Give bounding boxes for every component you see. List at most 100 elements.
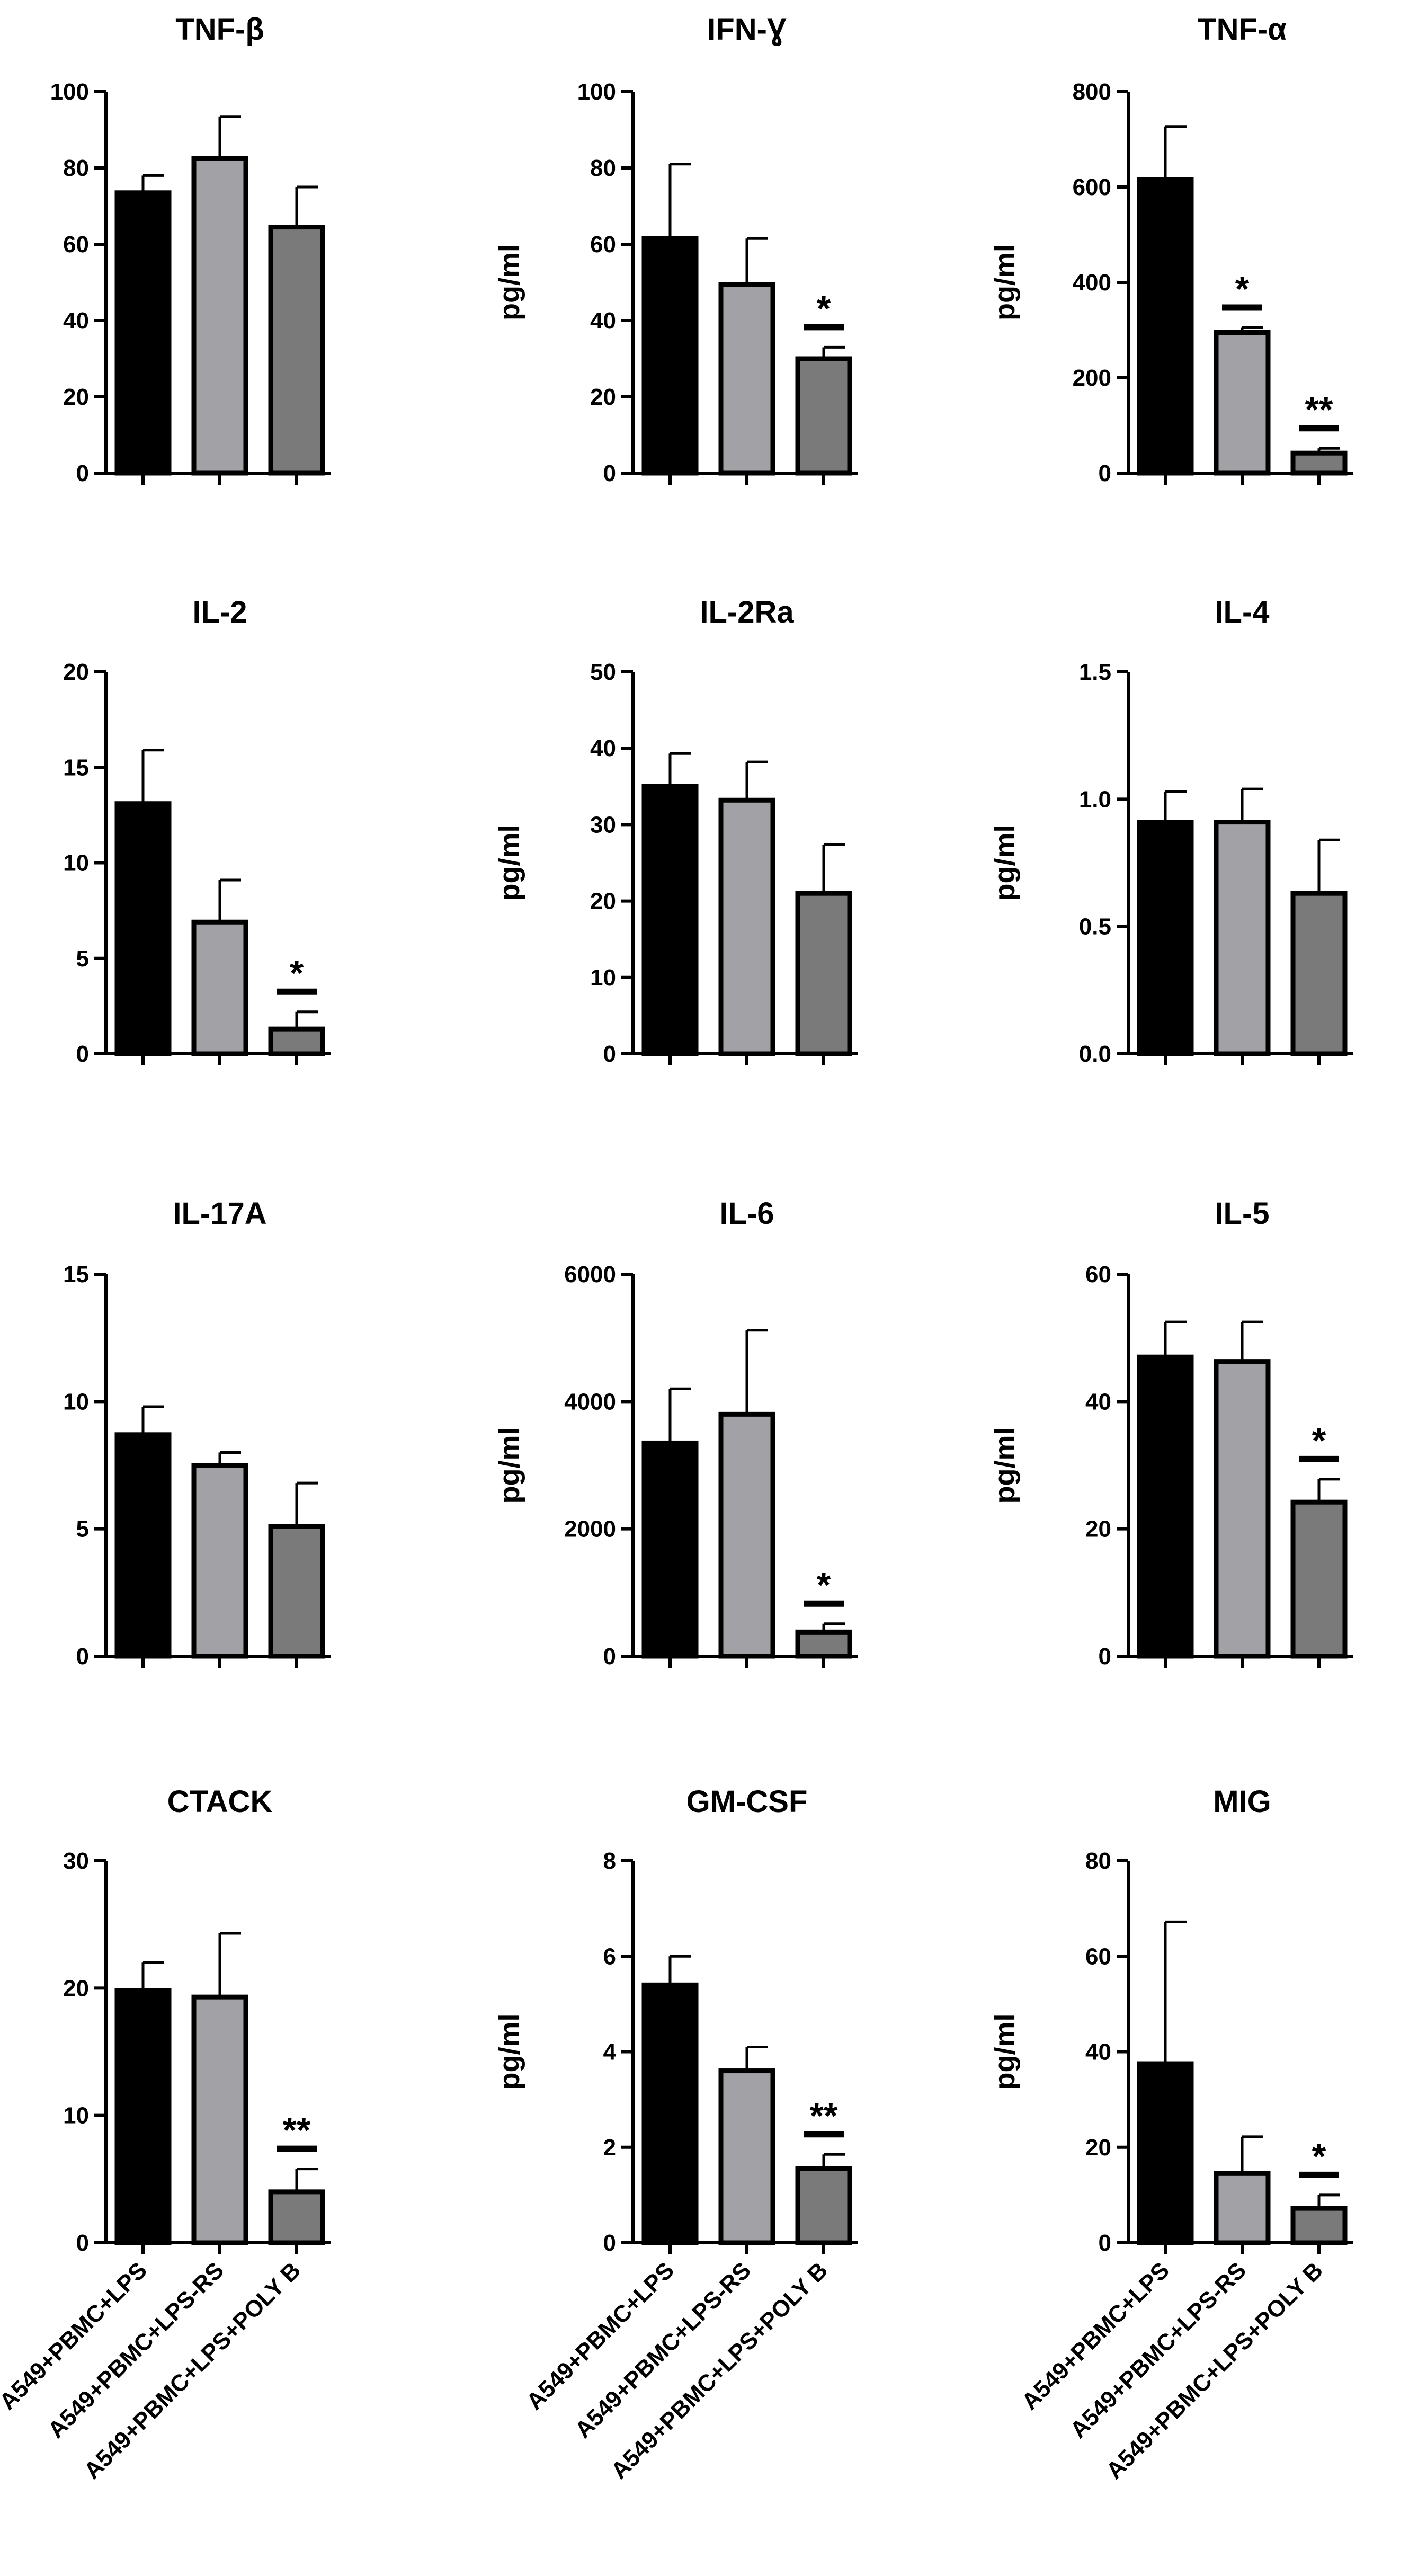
chart-title: IL-4 [1215, 595, 1269, 629]
chart-title: IL-2 [192, 595, 247, 629]
bar-3 [1290, 1499, 1348, 1659]
y-tick-label: 60 [63, 232, 89, 257]
y-tick-label: 20 [63, 659, 89, 685]
bar-3 [268, 225, 325, 476]
chart-title: CTACK [167, 1784, 273, 1819]
y-tick-label: 60 [590, 232, 616, 257]
y-tick-label: 20 [63, 1975, 89, 2001]
significance-marker: * [1235, 269, 1250, 309]
x-category-label: A549+PBMC+LPS [1017, 2257, 1174, 2414]
y-tick-label: 15 [63, 1262, 89, 1287]
bar-2 [1214, 2171, 1271, 2245]
chart-title: IL-2Ra [700, 595, 794, 629]
y-tick-label: 8 [603, 1848, 616, 1874]
bar-1 [114, 1988, 172, 2245]
bar-3 [268, 2189, 325, 2245]
chart-panel-il-5: IL-5 pg/ml 0 20 40 60 * [989, 1196, 1353, 1669]
bar-1 [1137, 820, 1194, 1056]
y-tick-label: 2 [603, 2135, 616, 2161]
bar-2 [718, 2068, 775, 2245]
chart-panel-ifn-: IFN-Ɣ pg/ml 0 20 40 60 80 100 * [494, 12, 858, 486]
y-tick-label: 4 [603, 2039, 617, 2065]
chart-title: TNF-α [1198, 12, 1287, 47]
y-axis-label: pg/ml [989, 825, 1021, 901]
chart-panel-il-2: IL-2pg/ml05101520* [63, 595, 331, 1067]
y-tick-label: 40 [590, 735, 616, 761]
y-tick-label: 0 [1099, 460, 1111, 486]
y-tick-label: 10 [63, 2103, 89, 2129]
y-tick-label: 20 [1085, 2135, 1111, 2161]
y-tick-label: 200 [1073, 365, 1111, 391]
y-tick-label: 1.5 [1079, 659, 1111, 685]
y-tick-label: 60 [1085, 1262, 1111, 1287]
bar-3 [1290, 891, 1348, 1056]
y-tick-label: 40 [1085, 1389, 1111, 1415]
y-tick-label: 0 [76, 1041, 89, 1067]
bar-1 [1137, 1354, 1194, 1659]
y-axis-label: pg/ml [989, 2014, 1021, 2090]
y-tick-label: 5 [76, 1516, 89, 1542]
bar-3 [795, 891, 852, 1056]
y-tick-label: 40 [590, 308, 616, 334]
significance-marker: ** [1305, 389, 1333, 430]
significance-marker: * [1312, 1420, 1326, 1461]
y-axis-label: pg/ml [989, 1427, 1021, 1504]
chart-panel-il-4: IL-4 pg/ml 0.0 0.5 1.0 1.5 [989, 595, 1353, 1067]
y-tick-label: 0 [76, 2230, 89, 2256]
y-tick-label: 0.5 [1079, 914, 1111, 940]
y-tick-label: 0 [76, 460, 89, 486]
significance-marker: * [817, 288, 831, 328]
y-axis-label: pg/ml [989, 244, 1021, 321]
chart-panel-il-2ra: IL-2Ra pg/ml 0 10 20 30 40 50 [494, 595, 858, 1067]
y-tick-label: 5 [76, 946, 89, 972]
y-tick-label: 60 [1085, 1943, 1111, 1969]
significance-marker: ** [283, 2110, 311, 2151]
y-tick-label: 40 [63, 308, 89, 334]
y-tick-label: 2000 [564, 1516, 616, 1542]
bar-1 [114, 801, 172, 1056]
bar-3 [1290, 2206, 1348, 2245]
y-tick-label: 400 [1073, 270, 1111, 296]
chart-title: IL-6 [719, 1196, 774, 1231]
y-tick-label: 600 [1073, 174, 1111, 200]
chart-title: IFN-Ɣ [707, 12, 787, 47]
y-tick-label: 50 [590, 659, 616, 685]
y-tick-label: 800 [1073, 79, 1111, 105]
bar-2 [718, 797, 775, 1056]
bar-3 [1290, 450, 1348, 476]
y-tick-label: 4000 [564, 1389, 616, 1415]
bar-2 [191, 156, 248, 476]
y-tick-label: 80 [1085, 1848, 1111, 1874]
bar-2 [191, 919, 248, 1056]
bar-2 [191, 1463, 248, 1659]
chart-panel-ctack: CTACKpg/ml0102030A549+PBMC+LPSA549+PBMC+… [0, 1784, 331, 2484]
bar-1 [114, 190, 172, 476]
y-axis-label: pg/ml [494, 244, 525, 321]
y-tick-label: 10 [590, 965, 616, 991]
bar-2 [718, 1411, 775, 1659]
y-tick-label: 20 [590, 889, 616, 914]
bar-3 [795, 356, 852, 476]
significance-marker: * [817, 1565, 831, 1605]
bar-2 [718, 282, 775, 476]
y-tick-label: 100 [577, 79, 616, 105]
y-tick-label: 80 [63, 155, 89, 181]
y-tick-label: 0 [603, 2230, 616, 2256]
chart-title: IL-17A [173, 1196, 266, 1231]
y-tick-label: 20 [1085, 1516, 1111, 1542]
bar-1 [1137, 2061, 1194, 2245]
y-tick-label: 0 [76, 1644, 89, 1669]
bar-3 [268, 1524, 325, 1659]
y-tick-label: 10 [63, 850, 89, 876]
y-tick-label: 0 [603, 460, 616, 486]
chart-panel-gm-csf: GM-CSFpg/ml02468A549+PBMC+LPSA549+PBMC+L… [494, 1784, 858, 2484]
bar-1 [641, 1440, 699, 1659]
bar-3 [795, 1629, 852, 1659]
y-tick-label: 30 [590, 812, 616, 838]
bar-2 [1214, 820, 1271, 1056]
chart-title: GM-CSF [686, 1784, 808, 1819]
chart-panel-mig: MIGpg/ml020406080A549+PBMC+LPSA549+PBMC+… [989, 1784, 1353, 2484]
